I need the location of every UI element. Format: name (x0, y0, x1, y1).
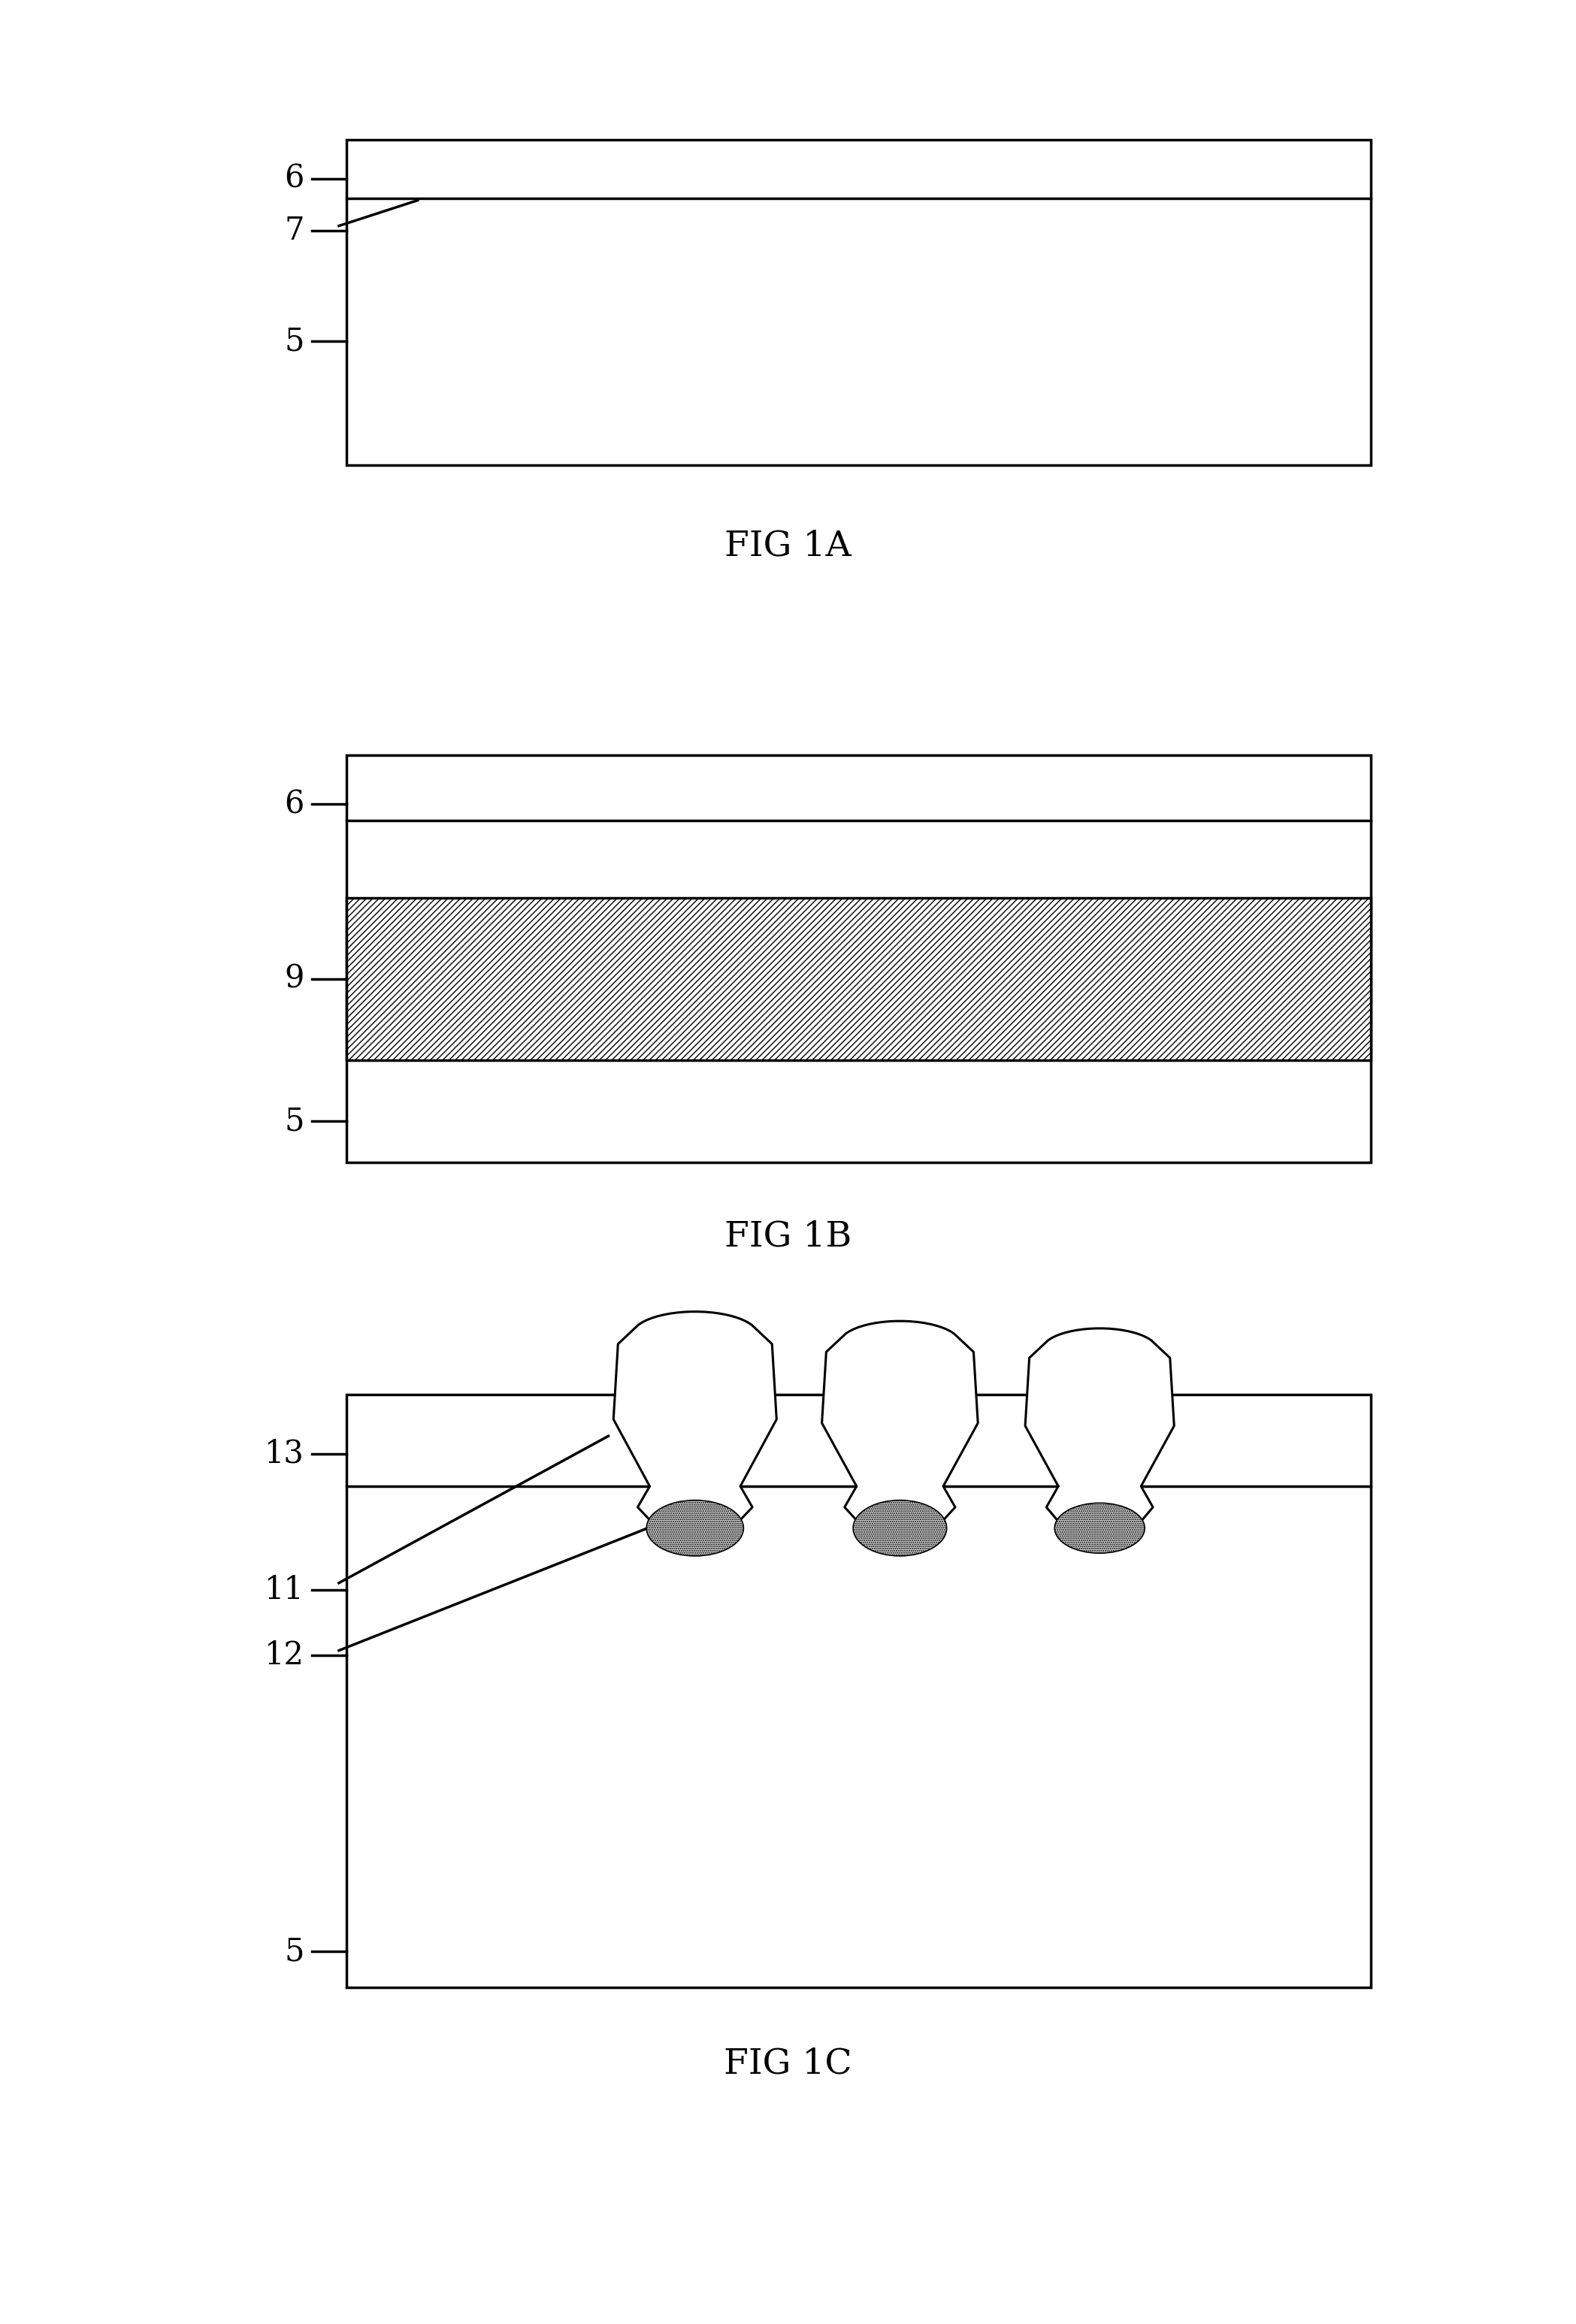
Text: 5: 5 (284, 325, 304, 358)
Text: 6: 6 (284, 788, 304, 820)
Text: 13: 13 (265, 1439, 304, 1469)
Polygon shape (1024, 1329, 1174, 1548)
Ellipse shape (1054, 1504, 1144, 1552)
Text: 9: 9 (284, 962, 304, 995)
Bar (347, 755, 1371, 1162)
Text: 5: 5 (284, 1106, 304, 1136)
Text: 11: 11 (265, 1573, 304, 1606)
Text: FIG 1A: FIG 1A (725, 530, 851, 562)
Text: 6: 6 (284, 163, 304, 195)
Text: 7: 7 (284, 214, 304, 246)
Text: 5: 5 (284, 1936, 304, 1966)
Text: 12: 12 (265, 1638, 304, 1671)
Ellipse shape (853, 1501, 947, 1557)
Bar (347, 1394, 1371, 1987)
Polygon shape (823, 1320, 977, 1550)
Ellipse shape (646, 1501, 744, 1557)
Polygon shape (613, 1311, 777, 1550)
Text: FIG 1C: FIG 1C (723, 2047, 853, 2080)
Bar (347, 139, 1371, 465)
Bar (347, 897, 1371, 1060)
Text: FIG 1B: FIG 1B (725, 1220, 851, 1253)
